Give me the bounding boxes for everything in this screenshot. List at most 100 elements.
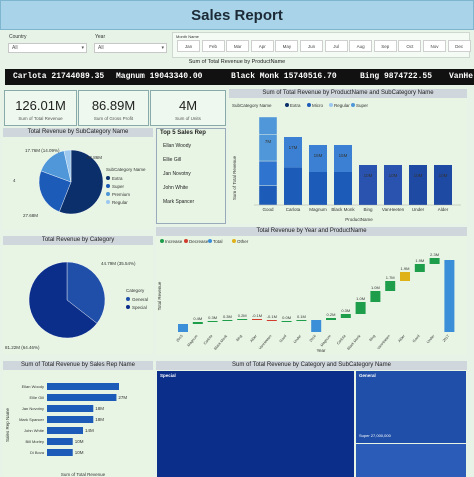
legend-label: Micro bbox=[312, 103, 323, 108]
ticker-item: Bing 9874722.55 bbox=[360, 72, 433, 81]
waterfall-bar bbox=[340, 314, 351, 318]
kpi-card-profit: 86.89M Sum of Gross Profit bbox=[78, 90, 149, 126]
month-slicer-label: Month Name bbox=[176, 34, 199, 39]
month-button-feb[interactable]: Feb bbox=[201, 40, 225, 52]
ticker-item: VanHe bbox=[449, 72, 474, 81]
treemap-tile-special[interactable]: Special bbox=[157, 371, 354, 477]
month-button-jul[interactable]: Jul bbox=[324, 40, 348, 52]
slice-label: 62.86M bbox=[87, 155, 102, 160]
legend-label: Other bbox=[237, 239, 249, 244]
month-button-apr[interactable]: Apr bbox=[250, 40, 274, 52]
treemap-tile-general-sub[interactable] bbox=[356, 444, 466, 477]
kpi-value: 4M bbox=[178, 98, 198, 113]
data-label: 27M bbox=[118, 395, 127, 400]
bar-segment bbox=[434, 165, 452, 183]
country-value: All bbox=[12, 45, 18, 51]
data-label: 0.0M bbox=[282, 315, 291, 320]
pie-slice bbox=[28, 261, 98, 339]
data-label: 0.3M bbox=[208, 315, 217, 320]
month-button-aug[interactable]: Aug bbox=[349, 40, 373, 52]
month-button-nov[interactable]: Nov bbox=[423, 40, 446, 52]
x-tick-label: Alder bbox=[397, 333, 406, 343]
data-label: 10M bbox=[439, 173, 448, 178]
legend-label: Special bbox=[132, 305, 147, 310]
kpi-label: Sum of Units bbox=[175, 116, 201, 121]
bar-segment bbox=[334, 145, 352, 172]
tile-label: Special bbox=[160, 373, 176, 378]
data-label: 0.2M bbox=[238, 313, 247, 318]
x-axis-label: Year bbox=[316, 348, 326, 353]
legend-label: Super bbox=[112, 184, 125, 189]
x-tick-label: Carlota bbox=[336, 334, 347, 345]
waterfall-bar bbox=[281, 321, 292, 322]
waterfall-bar bbox=[385, 281, 396, 291]
rep-name: Ellie Gill bbox=[163, 157, 182, 163]
year-slicer-label: Year bbox=[95, 34, 106, 40]
x-tick-label: Good bbox=[279, 334, 288, 343]
bar-segment bbox=[359, 183, 377, 205]
x-tick-label: Carlota bbox=[203, 334, 214, 345]
legend-marker bbox=[126, 297, 130, 301]
legend-marker bbox=[160, 239, 164, 243]
legend-marker bbox=[208, 239, 212, 243]
data-label: 1.7M bbox=[386, 275, 395, 280]
data-label: 0.3M bbox=[341, 308, 350, 313]
month-button-oct[interactable]: Oct bbox=[398, 40, 422, 52]
treemap-panel: Sum of Total Revenue by Category and Sub… bbox=[156, 361, 467, 477]
ticker-item: Black Monk 15740516.70 bbox=[231, 72, 337, 81]
waterfall-bar bbox=[400, 272, 410, 281]
legend-title: Category bbox=[126, 288, 145, 293]
legend-marker bbox=[106, 184, 110, 188]
bar-segment bbox=[258, 116, 278, 135]
report-title-bar: Sales Report bbox=[0, 0, 474, 30]
product-bar-panel: Sum of Total Revenue by ProductName and … bbox=[229, 89, 467, 224]
month-button-jan[interactable]: Jan bbox=[177, 40, 200, 52]
bar bbox=[47, 427, 83, 434]
data-label: 0.3M bbox=[223, 314, 232, 319]
waterfall-bar bbox=[296, 320, 307, 321]
treemap-tile-general[interactable]: General Super 27,000,000 bbox=[356, 371, 466, 443]
month-button-mar[interactable]: Mar bbox=[226, 40, 250, 52]
country-dropdown[interactable]: All ▾ bbox=[8, 43, 87, 53]
waterfall-chart: Increase Decrease Total Other Total Revenue… bbox=[157, 239, 455, 353]
chart-title: Total Revenue by Category bbox=[3, 236, 153, 245]
month-button-may[interactable]: May bbox=[275, 40, 299, 52]
bar-segment bbox=[384, 165, 402, 183]
data-label: 10M bbox=[75, 439, 84, 444]
x-tick-label: Alder bbox=[249, 333, 258, 343]
month-button-sep[interactable]: Sep bbox=[373, 40, 397, 52]
y-axis-label: Sum of Total Revenue bbox=[232, 155, 237, 200]
x-tick-label: Under bbox=[426, 333, 436, 344]
slice-label: 44.79M (35.54%) bbox=[101, 261, 136, 266]
rep-name: Jan Novotny bbox=[163, 171, 191, 177]
x-tick-label: 2017 bbox=[442, 334, 450, 343]
waterfall-bar bbox=[311, 320, 322, 332]
data-label: 7M bbox=[265, 139, 272, 144]
chevron-down-icon: ▾ bbox=[81, 45, 84, 51]
data-label: 10M bbox=[389, 173, 398, 178]
x-tick-label: Under bbox=[293, 333, 303, 344]
month-button-jun[interactable]: Jun bbox=[300, 40, 323, 52]
bar-segment bbox=[434, 183, 452, 205]
data-label: 1.0M bbox=[356, 296, 365, 301]
kpi-card-units: 4M Sum of Units bbox=[150, 90, 226, 126]
kpi-value: 126.01M bbox=[15, 98, 66, 113]
legend-label: Premium bbox=[112, 192, 130, 197]
legend-label: Super bbox=[356, 103, 369, 108]
x-tick-label: Magnum bbox=[187, 334, 199, 347]
kpi-label: Sum of Gross Profit bbox=[93, 116, 134, 121]
year-dropdown[interactable]: All ▾ bbox=[94, 43, 167, 53]
tile-inner-label: Super 27,000,000 bbox=[359, 433, 391, 438]
waterfall-bar bbox=[326, 318, 336, 320]
waterfall-bar bbox=[222, 320, 233, 321]
x-tick-label: Good bbox=[262, 207, 274, 212]
kpi-value: 86.89M bbox=[91, 98, 136, 113]
month-button-dec[interactable]: Dec bbox=[447, 40, 471, 52]
rep-name: Ellan Woody bbox=[163, 143, 191, 149]
x-tick-label: 2015 bbox=[176, 334, 184, 343]
x-tick-label: Bing bbox=[235, 334, 243, 342]
waterfall-bar bbox=[266, 320, 277, 321]
x-tick-label: Under bbox=[412, 207, 425, 212]
waterfall-bar bbox=[237, 319, 248, 320]
data-label: 14M bbox=[85, 428, 94, 433]
